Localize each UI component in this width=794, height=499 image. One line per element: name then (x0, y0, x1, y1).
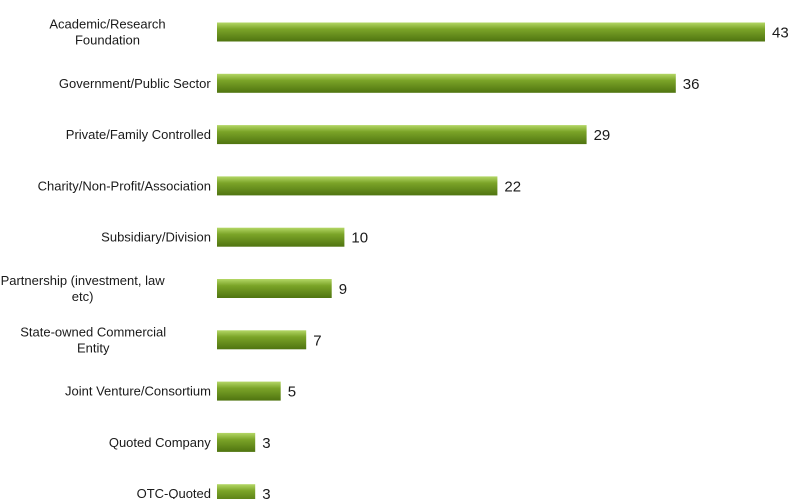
bar-7 (217, 330, 307, 350)
category-label-2: Government/Public Sector (59, 76, 211, 91)
bar-2 (217, 73, 676, 93)
value-label-8: 5 (288, 384, 296, 401)
category-label-5: Subsidiary/Division (101, 230, 211, 245)
value-label-4: 22 (504, 178, 521, 195)
value-labels-group: 43 36 29 22 10 9 7 5 3 3 (262, 25, 788, 499)
category-labels-group: Academic/Research Foundation Government/Pu… (1, 17, 212, 499)
category-label-4: Charity/Non-Profit/Association (38, 178, 211, 193)
bar-8 (217, 381, 281, 401)
bar-6 (217, 279, 332, 298)
bars-group (217, 22, 765, 499)
category-label-7: State-owned Commercial Entity (20, 324, 166, 355)
category-label-8: Joint Venture/Consortium (65, 384, 211, 399)
category-label-6: Partnership (investment, law etc) (1, 273, 166, 304)
bar-5 (217, 227, 345, 247)
bar-4 (217, 176, 498, 196)
value-label-7: 7 (313, 332, 321, 349)
bar-3 (217, 125, 587, 145)
category-label-9: Quoted Company (109, 435, 211, 450)
value-label-1: 43 (772, 25, 789, 42)
value-label-9: 3 (262, 435, 270, 452)
category-label-1: Academic/Research Foundation (49, 17, 165, 48)
value-label-5: 10 (351, 230, 368, 247)
category-label-3: Private/Family Controlled (66, 127, 211, 142)
bar-9 (217, 432, 256, 452)
value-label-6: 9 (339, 281, 347, 298)
category-label-10: OTC-Quoted (137, 486, 211, 499)
value-label-2: 36 (683, 76, 700, 93)
value-label-3: 29 (594, 127, 611, 144)
value-label-10: 3 (262, 486, 270, 499)
bar-10 (217, 484, 256, 499)
bar-1 (217, 22, 765, 42)
